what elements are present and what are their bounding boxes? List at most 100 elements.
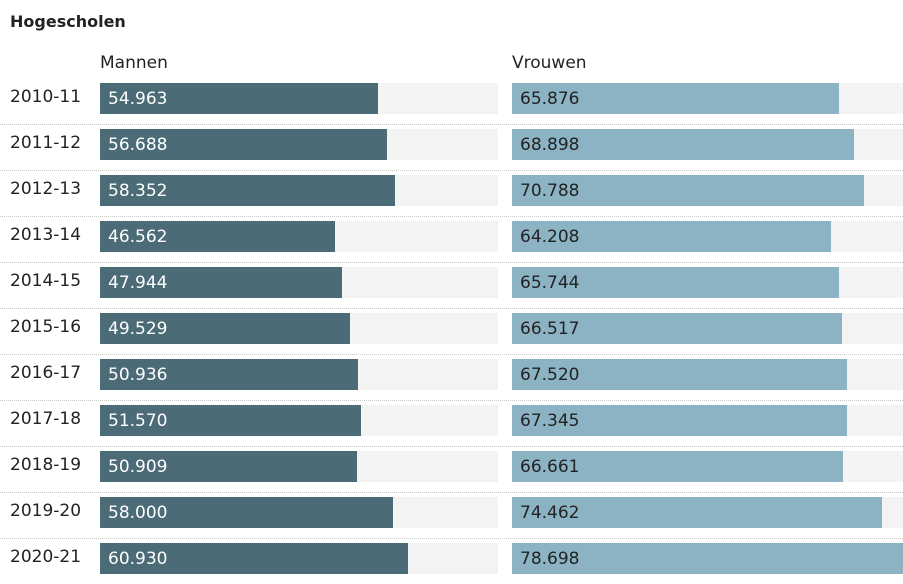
bar-track: 64.208 bbox=[512, 221, 903, 252]
bar-vrouwen bbox=[512, 313, 842, 344]
bar-track: 50.936 bbox=[100, 359, 498, 390]
category-label: 2019-20 bbox=[10, 501, 82, 521]
bar-vrouwen bbox=[512, 451, 843, 482]
bar-track: 50.909 bbox=[100, 451, 498, 482]
data-label: 46.562 bbox=[108, 227, 168, 247]
bar-mannen bbox=[100, 313, 350, 344]
chart-row: 2011-12 56.688 68.898 bbox=[0, 124, 903, 171]
category-label: 2016-17 bbox=[10, 363, 82, 383]
category-label: 2011-12 bbox=[10, 133, 82, 153]
chart-title: Hogescholen bbox=[10, 12, 126, 31]
category-label: 2012-13 bbox=[10, 179, 82, 199]
bar-track: 68.898 bbox=[512, 129, 903, 160]
data-label: 66.661 bbox=[520, 457, 580, 477]
data-label: 51.570 bbox=[108, 411, 168, 431]
bar-vrouwen bbox=[512, 83, 839, 114]
bar-track: 70.788 bbox=[512, 175, 903, 206]
data-label: 64.208 bbox=[520, 227, 580, 247]
row-divider bbox=[0, 124, 903, 125]
category-label: 2014-15 bbox=[10, 271, 82, 291]
chart-row: 2017-18 51.570 67.345 bbox=[0, 400, 903, 447]
data-label: 50.936 bbox=[108, 365, 168, 385]
category-label: 2018-19 bbox=[10, 455, 82, 475]
data-label: 50.909 bbox=[108, 457, 168, 477]
data-label: 66.517 bbox=[520, 319, 580, 339]
bar-track: 49.529 bbox=[100, 313, 498, 344]
series-header-mannen: Mannen bbox=[100, 53, 168, 73]
bar-track: 58.352 bbox=[100, 175, 498, 206]
bar-mannen bbox=[100, 543, 408, 574]
row-divider bbox=[0, 170, 903, 171]
data-label: 60.930 bbox=[108, 549, 168, 569]
bar-track: 66.661 bbox=[512, 451, 903, 482]
data-label: 49.529 bbox=[108, 319, 168, 339]
bar-mannen bbox=[100, 83, 378, 114]
chart-row: 2014-15 47.944 65.744 bbox=[0, 262, 903, 309]
category-label: 2010-11 bbox=[10, 87, 82, 107]
bar-vrouwen bbox=[512, 543, 903, 574]
row-divider bbox=[0, 492, 903, 493]
row-divider bbox=[0, 446, 903, 447]
bar-track: 67.520 bbox=[512, 359, 903, 390]
bar-vrouwen bbox=[512, 359, 847, 390]
bar-mannen bbox=[100, 405, 361, 436]
category-label: 2015-16 bbox=[10, 317, 82, 337]
data-label: 67.520 bbox=[520, 365, 580, 385]
chart-row: 2012-13 58.352 70.788 bbox=[0, 170, 903, 217]
bar-vrouwen bbox=[512, 129, 854, 160]
chart-row: 2020-21 60.930 78.698 bbox=[0, 538, 903, 584]
category-label: 2020-21 bbox=[10, 547, 82, 567]
data-label: 67.345 bbox=[520, 411, 580, 431]
bar-track: 54.963 bbox=[100, 83, 498, 114]
bar-track: 74.462 bbox=[512, 497, 903, 528]
chart-row: 2013-14 46.562 64.208 bbox=[0, 216, 903, 263]
chart-row: 2015-16 49.529 66.517 bbox=[0, 308, 903, 355]
row-divider bbox=[0, 354, 903, 355]
chart-row: 2016-17 50.936 67.520 bbox=[0, 354, 903, 401]
chart-row: 2010-11 54.963 65.876 bbox=[0, 78, 903, 125]
data-label: 47.944 bbox=[108, 273, 168, 293]
bar-track: 60.930 bbox=[100, 543, 498, 574]
bar-track: 46.562 bbox=[100, 221, 498, 252]
bar-mannen bbox=[100, 175, 395, 206]
bar-mannen bbox=[100, 359, 358, 390]
data-label: 65.876 bbox=[520, 89, 580, 109]
bar-mannen bbox=[100, 451, 357, 482]
category-label: 2017-18 bbox=[10, 409, 82, 429]
series-header-vrouwen: Vrouwen bbox=[512, 53, 587, 73]
bar-track: 65.744 bbox=[512, 267, 903, 298]
bar-track: 67.345 bbox=[512, 405, 903, 436]
row-divider bbox=[0, 400, 903, 401]
bar-track: 78.698 bbox=[512, 543, 903, 574]
bar-vrouwen bbox=[512, 221, 831, 252]
data-label: 65.744 bbox=[520, 273, 580, 293]
data-label: 58.352 bbox=[108, 181, 168, 201]
data-label: 58.000 bbox=[108, 503, 168, 523]
category-label: 2013-14 bbox=[10, 225, 82, 245]
row-divider bbox=[0, 538, 903, 539]
data-label: 74.462 bbox=[520, 503, 580, 523]
bar-mannen bbox=[100, 221, 335, 252]
chart-row: 2019-20 58.000 74.462 bbox=[0, 492, 903, 539]
bar-vrouwen bbox=[512, 405, 847, 436]
bar-track: 66.517 bbox=[512, 313, 903, 344]
data-label: 68.898 bbox=[520, 135, 580, 155]
data-label: 70.788 bbox=[520, 181, 580, 201]
row-divider bbox=[0, 308, 903, 309]
bar-mannen bbox=[100, 267, 342, 298]
data-label: 54.963 bbox=[108, 89, 168, 109]
bar-track: 65.876 bbox=[512, 83, 903, 114]
bar-vrouwen bbox=[512, 267, 839, 298]
bar-mannen bbox=[100, 129, 387, 160]
bar-vrouwen bbox=[512, 175, 864, 206]
bar-track: 51.570 bbox=[100, 405, 498, 436]
chart-row: 2018-19 50.909 66.661 bbox=[0, 446, 903, 493]
bar-track: 56.688 bbox=[100, 129, 498, 160]
data-label: 78.698 bbox=[520, 549, 580, 569]
data-label: 56.688 bbox=[108, 135, 168, 155]
bar-track: 47.944 bbox=[100, 267, 498, 298]
bar-vrouwen bbox=[512, 497, 882, 528]
row-divider bbox=[0, 262, 903, 263]
row-divider bbox=[0, 216, 903, 217]
